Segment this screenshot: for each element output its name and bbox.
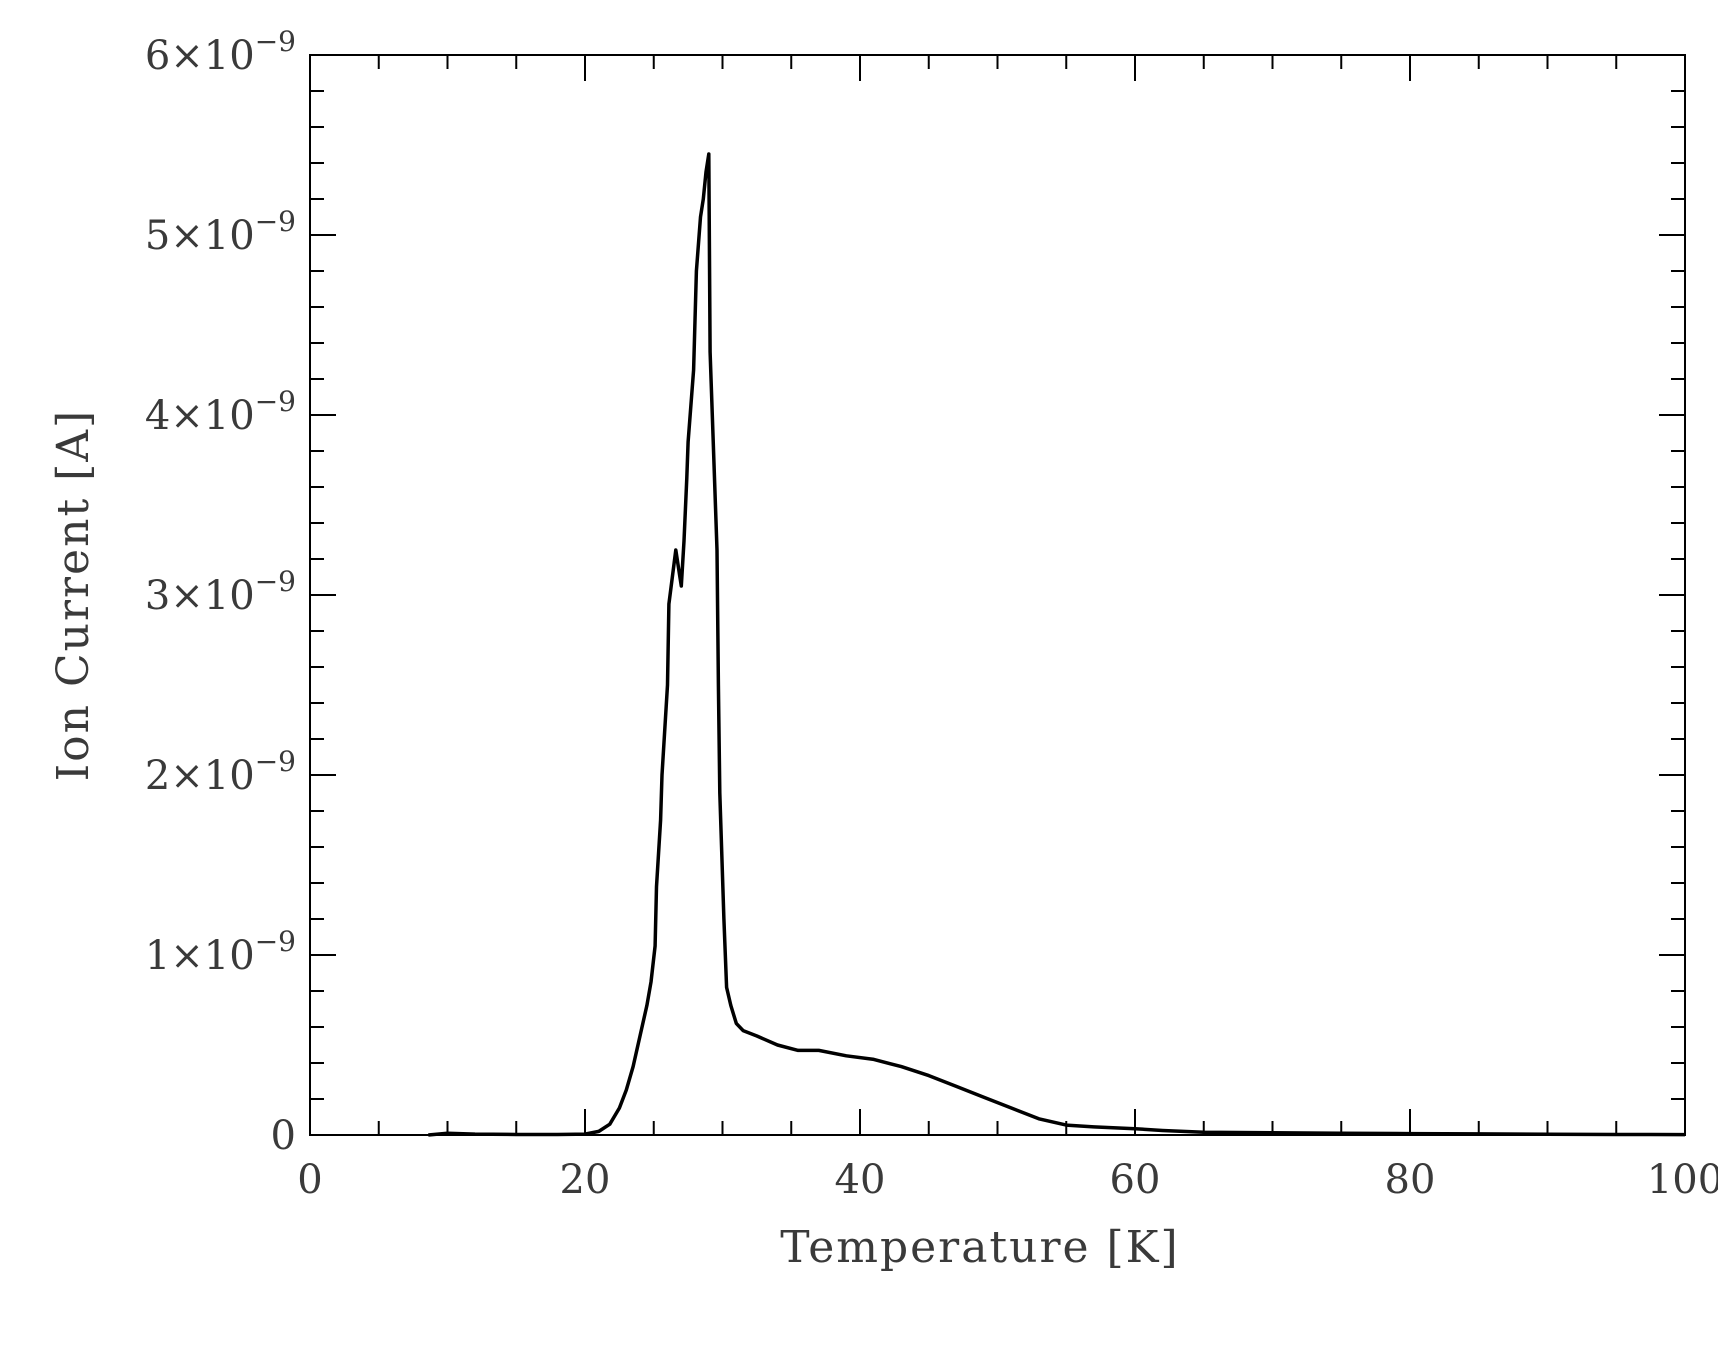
x-tick-label: 80 [1385, 1157, 1436, 1203]
major-ticks [309, 54, 1686, 1136]
y-tick-label: 0 [271, 1113, 296, 1159]
x-tick-labels: 0 20 40 60 80 100 [297, 1157, 1718, 1203]
x-tick-label: 60 [1110, 1157, 1161, 1203]
y-tick-label: 2×10−9 [145, 745, 296, 799]
y-axis-title: Ion Current [A] [48, 409, 99, 781]
x-tick-label: 0 [297, 1157, 322, 1203]
x-tick-label: 100 [1647, 1157, 1718, 1203]
y-tick-label: 4×10−9 [145, 385, 296, 439]
y-tick-label: 6×10−9 [145, 25, 296, 79]
x-tick-label: 40 [835, 1157, 886, 1203]
y-tick-label: 3×10−9 [145, 565, 296, 619]
y-tick-label: 5×10−9 [145, 205, 296, 259]
y-tick-label: 1×10−9 [145, 925, 296, 979]
series-line [428, 152, 1686, 1137]
x-axis-title: Temperature [K] [780, 1222, 1179, 1273]
minor-ticks [310, 55, 1685, 1135]
x-tick-label: 20 [560, 1157, 611, 1203]
plot-frame [309, 54, 1686, 1136]
y-tick-labels: 0 1×10−9 2×10−9 3×10−9 4×10−9 5×10−9 6×10−9 [145, 25, 296, 1159]
